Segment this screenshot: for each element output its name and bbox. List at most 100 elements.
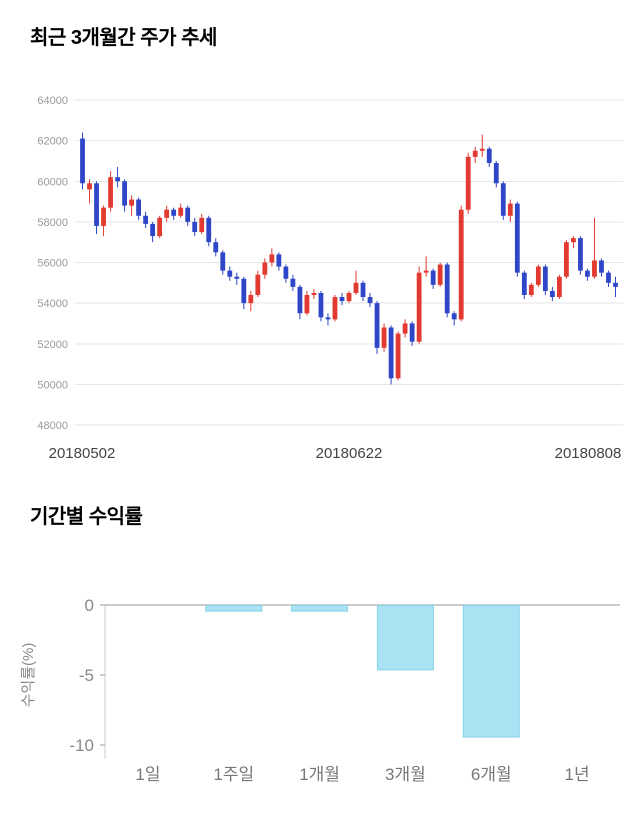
candle-body — [283, 266, 289, 279]
y-tick-label: 54000 — [37, 298, 68, 310]
candle-body — [129, 199, 134, 206]
candle-body — [599, 260, 604, 273]
candle-body — [500, 183, 506, 216]
candle-body — [437, 264, 443, 285]
x-category-label: 3개월 — [385, 765, 426, 784]
candle-body — [388, 327, 394, 379]
candle-body — [304, 295, 310, 314]
candle-body — [521, 272, 527, 295]
candle-body — [535, 266, 541, 285]
candle-body — [185, 207, 191, 222]
x-category-label: 1년 — [565, 765, 590, 784]
candle-body — [332, 297, 338, 320]
candle-body — [262, 262, 268, 275]
candle-body — [157, 217, 163, 237]
y-tick-label: 60000 — [37, 176, 68, 188]
candle-body — [402, 323, 408, 334]
candle-body — [276, 254, 282, 267]
candle-body — [101, 207, 106, 226]
candle-body — [171, 209, 177, 216]
candle-body — [220, 252, 226, 271]
y-tick-label: 62000 — [37, 136, 68, 148]
candle-body — [416, 272, 422, 342]
candle-body — [430, 270, 436, 285]
candle-body — [465, 156, 471, 210]
candle-body — [571, 238, 576, 243]
x-tick-label: 20180622 — [316, 445, 383, 462]
candle-body — [234, 276, 240, 279]
y-tick-label: 56000 — [37, 258, 68, 270]
candle-body — [325, 317, 331, 320]
candle-body — [592, 260, 597, 277]
candle-body — [213, 242, 219, 253]
y-tick-label: 50000 — [37, 379, 68, 391]
candle-body — [164, 209, 170, 218]
candle-body — [507, 203, 513, 216]
y-tick-label: 48000 — [37, 420, 68, 432]
candle-body — [227, 270, 233, 277]
candle-body — [423, 270, 429, 273]
candle-body — [444, 264, 450, 314]
x-category-label: 1개월 — [299, 765, 340, 784]
returns-chart: 0 -5 -10 수익률(%) 1일 1주일 1개월 3개월 6개월 1년 — [20, 596, 620, 784]
candle-body — [486, 148, 492, 163]
candle-body — [115, 177, 120, 182]
candle-body — [395, 333, 401, 379]
candle-body — [353, 282, 359, 293]
candle-body — [472, 150, 478, 157]
candle-body — [248, 295, 254, 304]
candle-body — [269, 254, 275, 263]
returns-title: 기간별 수익률 — [30, 506, 143, 528]
candle-body — [542, 266, 548, 291]
y-axis-title: 수익률(%) — [20, 643, 37, 708]
y-tick-label: -5 — [79, 666, 94, 685]
candle-body — [564, 242, 569, 277]
candle-body — [206, 217, 212, 243]
candle-body — [374, 303, 380, 348]
candlestick-chart: 48000 50000 52000 54000 56000 58000 60000 62000… — [37, 95, 623, 462]
candle-body — [255, 274, 261, 295]
price-trend-title: 최근 3개월간 주가 추세 — [30, 27, 217, 49]
candle-body — [122, 181, 127, 206]
x-category-label: 1일 — [135, 765, 160, 784]
y-tick-label: 64000 — [37, 95, 68, 107]
candle-body — [360, 282, 366, 298]
candle-body — [479, 148, 485, 151]
candle-body — [585, 270, 590, 277]
candle-body — [143, 215, 149, 224]
candle-body — [311, 292, 317, 295]
candle-body — [493, 162, 499, 184]
y-tick-label: -10 — [69, 736, 94, 755]
candle-body — [318, 292, 324, 318]
candle-body — [150, 223, 156, 237]
x-tick-label: 20180502 — [49, 445, 116, 462]
candle-body — [458, 209, 464, 320]
candle-body — [192, 221, 198, 233]
return-bar — [205, 605, 263, 612]
x-category-label: 6개월 — [471, 765, 512, 784]
candle-body — [94, 183, 99, 226]
candle-body — [613, 282, 618, 287]
candle-body — [87, 183, 92, 190]
candle-body — [606, 272, 611, 283]
y-tick-label: 52000 — [37, 339, 68, 351]
return-bar — [376, 605, 434, 671]
candle-body — [578, 238, 583, 271]
candle-body — [528, 284, 534, 295]
candle-body — [199, 217, 205, 233]
candle-body — [556, 276, 562, 298]
candle-body — [297, 286, 303, 314]
page: 최근 3개월간 주가 추세 48000 50000 52000 54000 56000 5… — [0, 26, 640, 810]
candle-body — [367, 297, 373, 304]
candle-body — [409, 323, 415, 342]
candle-body — [290, 278, 296, 287]
candle-body — [108, 177, 113, 208]
candle-body — [346, 292, 352, 302]
return-bar — [462, 605, 520, 738]
candle-body — [514, 203, 520, 273]
candle-body — [178, 207, 184, 216]
x-tick-label: 20180808 — [555, 445, 622, 462]
candle-body — [339, 297, 345, 302]
x-category-label: 1주일 — [213, 765, 254, 784]
candle-body — [136, 199, 142, 216]
